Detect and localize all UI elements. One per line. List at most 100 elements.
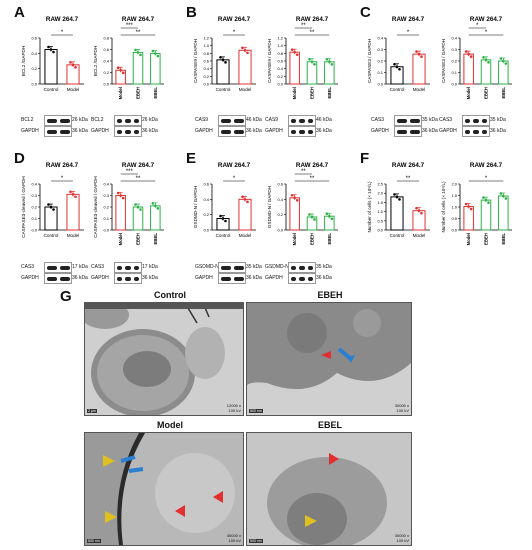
data-point <box>49 205 53 209</box>
blot-kda-label: 36 kDa <box>246 275 262 281</box>
data-point <box>136 205 140 209</box>
y-tick-label: 0.3 <box>103 193 109 198</box>
y-axis-label: CASPASE3 / GAPDH <box>367 39 372 83</box>
blot-band <box>220 118 231 123</box>
y-tick-label: 0.4 <box>277 197 283 202</box>
y-tick-label: 0.1 <box>103 216 109 221</box>
data-point <box>484 198 488 202</box>
bar <box>150 205 161 231</box>
data-point <box>499 192 503 195</box>
y-tick-label: 0.4 <box>31 51 37 56</box>
blot-band <box>46 265 57 270</box>
data-point <box>295 199 299 202</box>
y-tick-label: 0.4 <box>103 182 109 187</box>
blot-band <box>307 276 314 281</box>
data-point <box>464 50 468 53</box>
blot-band <box>116 265 123 270</box>
em-title-model: Model <box>157 420 183 430</box>
em-title-ebel: EBEL <box>317 420 342 430</box>
bar <box>44 49 58 85</box>
y-tick-label: 0.1 <box>451 70 457 75</box>
data-point <box>243 198 247 201</box>
data-point <box>116 66 120 69</box>
bar <box>480 199 492 231</box>
blot-kda-label: 26 kDa <box>142 117 158 123</box>
x-tick-label: Control <box>216 233 231 238</box>
blot-strip <box>394 115 422 126</box>
x-tick-label: EBEH <box>310 233 315 245</box>
y-tick-label: 0.2 <box>103 205 109 210</box>
y-tick-label: 0.2 <box>203 74 209 79</box>
data-point <box>156 54 160 58</box>
data-point <box>293 196 296 200</box>
data-point <box>136 51 140 54</box>
blot-protein-label: GSDMD-N <box>265 264 289 270</box>
blot-band <box>290 276 297 281</box>
x-tick-label: Control <box>216 87 231 92</box>
y-tick-label: 0.2 <box>277 212 283 217</box>
blot-band <box>307 118 314 123</box>
chart-title: RAW 264.7 <box>218 162 251 169</box>
data-point <box>393 193 396 196</box>
y-axis-label: CASPASE3-cleaved / GAPDH <box>21 176 26 237</box>
y-axis-label: Number of cells (× 10⁶/L) <box>441 181 446 233</box>
em-info-control: 12000 x 100 kV <box>226 403 241 413</box>
bar <box>480 59 492 85</box>
blot-strip <box>114 115 142 126</box>
blot-protein-label: BCL2 <box>91 117 104 123</box>
blot-kda-label: 46 kDa <box>246 117 262 123</box>
blot-band <box>481 118 488 123</box>
chart-f-treatment: RAW 264.7 Number of cells (× 10⁶/L) 0.0 0.5… <box>441 162 512 245</box>
y-tick-label: 0.8 <box>103 36 109 41</box>
chart-e-treatment: RAW 264.7 GSDMD-N / GAPDH 0.0 0.2 0.4 0.6 Mode… <box>267 162 338 245</box>
y-tick-label: 1.5 <box>451 193 457 198</box>
western-blot-a-left: BCL2 26 kDa GAPDH 36 kDa <box>21 115 92 139</box>
x-tick-label: Model <box>67 233 80 238</box>
y-tick-label: 0.3 <box>451 47 457 52</box>
x-tick-label: Model <box>239 233 252 238</box>
western-blot-c-left: CAS3 35 kDa GAPDH 36 kDa <box>371 115 442 139</box>
chart-c-control-model: RAW 264.7 CASPASE3 / GAPDH 0.0 0.1 0.2 0.3 0.4… <box>367 16 430 92</box>
y-tick-label: 0.0 <box>451 82 457 87</box>
chart-title: RAW 264.7 <box>470 16 503 23</box>
chart-b-control-model: RAW 264.7 CASPASE9 / GAPDH 0.0 0.2 0.4 0.6 0.8… <box>193 16 256 92</box>
y-tick-label: 1.0 <box>277 43 283 48</box>
blot-strip <box>44 126 72 137</box>
data-point <box>116 191 120 195</box>
y-tick-label: 0.4 <box>203 197 209 202</box>
data-point <box>74 66 77 69</box>
sig-label: ** <box>136 30 141 36</box>
x-tick-label: EBEH <box>136 87 141 99</box>
data-point <box>151 202 155 205</box>
y-tick-label: 0.0 <box>203 228 209 233</box>
blot-kda-label: 36 kDa <box>490 128 506 134</box>
blot-strip <box>462 115 490 126</box>
data-point <box>47 45 50 49</box>
scale-bar-ebeh: 500 nm <box>249 409 263 413</box>
x-tick-label: EBEL <box>153 233 158 245</box>
x-tick-label: Model <box>466 233 471 245</box>
data-point <box>156 207 160 210</box>
blot-protein-label: GAPDH <box>265 275 283 281</box>
x-tick-label: EBEL <box>501 233 506 245</box>
blot-band <box>125 118 131 123</box>
bar <box>498 195 509 231</box>
y-tick-label: 2.5 <box>377 182 383 187</box>
data-point <box>325 57 329 61</box>
y-tick-label: 0.3 <box>377 47 383 52</box>
y-tick-label: 0.8 <box>277 51 283 56</box>
data-point <box>119 194 122 197</box>
em-image-model: 500 nm 40000 x 100 kV <box>84 432 244 546</box>
y-axis-label: BCL2 /GAPDH <box>21 46 26 76</box>
y-tick-label: 0.2 <box>31 66 37 71</box>
x-tick-label: EBEL <box>153 87 158 99</box>
data-point <box>398 198 401 201</box>
x-tick-label: Model <box>239 87 252 92</box>
data-point <box>313 62 316 66</box>
data-point <box>243 48 247 52</box>
blot-protein-label: CAS3 <box>439 117 453 123</box>
blot-strip <box>218 115 246 126</box>
em-info-ebeh: 30000 x 100 kV <box>394 403 409 413</box>
blot-band <box>59 276 70 281</box>
data-point <box>417 209 421 212</box>
